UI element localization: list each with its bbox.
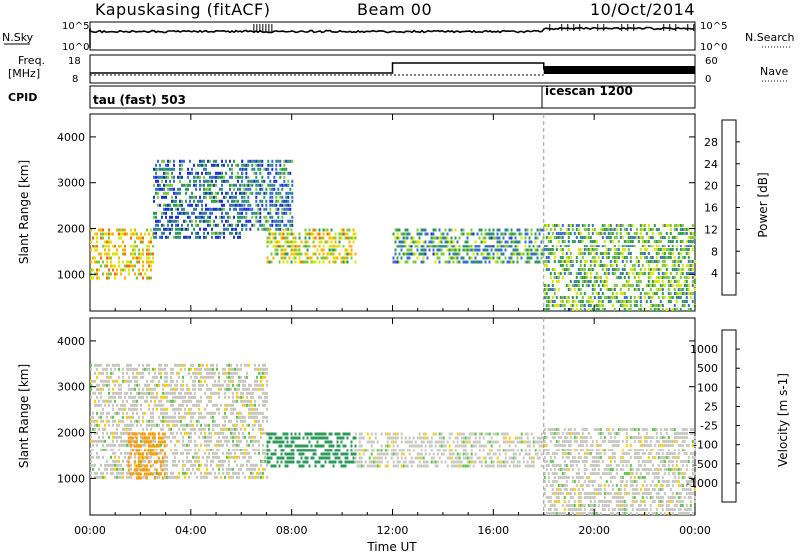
nsky-trace: [89, 24, 695, 48]
velocity-region-1: [127, 432, 166, 480]
power-cbar-tick-label: 28: [704, 136, 718, 149]
nave-tick-high: 60: [705, 56, 718, 67]
velocity-region-2: [266, 432, 357, 468]
freq-label-2: [MHz]: [8, 67, 40, 80]
nsky-tick-low: 10^0: [62, 42, 89, 53]
velocity-heatmap: [90, 318, 696, 515]
power-cbar-label: Power [dB]: [756, 172, 770, 237]
x-tick-label: 16:00: [477, 524, 509, 537]
velocity-region-4: [543, 428, 696, 515]
x-tick-label: 04:00: [175, 524, 207, 537]
y-tick-label: 2000: [57, 427, 85, 440]
velocity-cbar-tick-label: 1000: [690, 343, 718, 356]
cpid-mode-2: icescan 1200: [545, 84, 633, 98]
x-tick-label: 20:00: [578, 524, 610, 537]
power-region-4: [392, 228, 545, 264]
nsearch-tick-low: 10^0: [700, 42, 727, 53]
power-cbar-tick-label: 16: [704, 202, 718, 215]
power-region-1: [153, 159, 243, 239]
power-cbar-tick-label: 8: [711, 245, 718, 258]
velocity-region-0: [90, 363, 268, 479]
cpid-mode-1: tau (fast) 503: [93, 93, 186, 107]
velocity-cbar-tick-label: 25: [704, 400, 718, 413]
freq-tick-high: 18: [68, 56, 81, 67]
nave-label: Nave: [760, 65, 788, 78]
power-colorbar: 28 24 20 16 12 8 4: [704, 119, 740, 296]
velocity-colorbar: 1000 500 100 25 -25 -100 -500 -1000: [686, 329, 740, 503]
nsky-line: [89, 26, 695, 34]
velocity-region-3: [354, 432, 545, 468]
x-tick-label: 00:00: [74, 524, 106, 537]
y-tick-label: 4000: [57, 131, 85, 144]
velocity-ylabel: Slant Range [km]: [17, 364, 31, 468]
axes: 00:00 04:00 08:00 12:00 16:00 20:00 00:00 4000 3…: [57, 114, 711, 537]
velocity-cbar-tick-label: 100: [697, 381, 718, 394]
y-tick-label: 1000: [57, 472, 85, 485]
beam-title: Beam 00: [357, 0, 433, 19]
y-tick-label: 1000: [57, 268, 85, 281]
power-cbar-tick-label: 4: [711, 267, 718, 280]
freq-tick-low: 8: [72, 74, 78, 85]
velocity-cbar-tick-label: -100: [693, 439, 718, 452]
power-region-3: [266, 228, 357, 264]
date-title: 10/Oct/2014: [590, 0, 696, 19]
velocity-cbar-tick-label: -25: [700, 420, 718, 433]
power-region-5: [543, 224, 696, 311]
nsky-label: N.Sky: [2, 31, 34, 44]
x-tick-label: 12:00: [377, 524, 409, 537]
freq-label-1: Freq.: [18, 54, 45, 67]
power-cbar-tick-label: 20: [704, 180, 718, 193]
power-cbar-frame: [721, 119, 737, 296]
power-cbar-tick-label: 24: [704, 158, 718, 171]
y-tick-label: 4000: [57, 335, 85, 348]
velocity-cbar-label: Velocity [m s-1]: [776, 373, 790, 467]
power-region-2: [241, 159, 294, 231]
velocity-cbar-tick-label: -500: [693, 458, 718, 471]
power-cbar-tick-label: 12: [704, 223, 718, 236]
nave-tick-low: 0: [705, 74, 711, 85]
x-axis-label: Time UT: [366, 540, 417, 554]
x-tick-label: 00:00: [679, 524, 711, 537]
nave-block: [543, 66, 695, 74]
velocity-cbar-frame: [721, 329, 737, 503]
nsearch-tick-high: 10^5: [700, 21, 727, 32]
nsky-tick-high: 10^5: [62, 21, 89, 32]
power-heatmap: [90, 114, 696, 311]
y-tick-label: 3000: [57, 177, 85, 190]
power-ylabel: Slant Range [km]: [17, 160, 31, 264]
cpid-label: CPID: [8, 91, 37, 104]
power-region-0: [90, 228, 154, 280]
velocity-cbar-tick-label: 500: [697, 362, 718, 375]
y-tick-label: 2000: [57, 223, 85, 236]
cpid-panel-frame: [89, 85, 696, 109]
freq-trace: [90, 62, 695, 76]
station-title: Kapuskasing (fitACF): [95, 0, 271, 19]
nsearch-label: N.Search: [745, 31, 795, 44]
velocity-cbar-tick-label: -1000: [686, 477, 718, 490]
y-tick-label: 3000: [57, 381, 85, 394]
x-tick-label: 08:00: [276, 524, 308, 537]
